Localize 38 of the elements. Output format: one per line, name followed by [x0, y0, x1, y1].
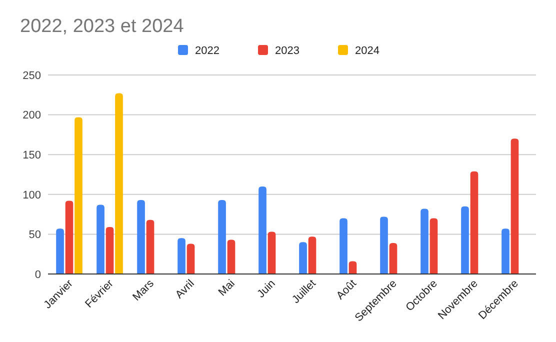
legend-label: 2023: [275, 45, 300, 57]
bar: [380, 216, 388, 274]
bar: [299, 242, 307, 274]
bar: [470, 171, 478, 274]
bar: [510, 138, 519, 274]
bar: [56, 228, 64, 274]
y-tick-label: 150: [22, 149, 41, 162]
bar: [137, 200, 145, 274]
bar: [389, 242, 398, 274]
y-tick-label: 200: [22, 110, 41, 122]
bar: [106, 227, 114, 274]
x-tick-label: Mai: [216, 278, 238, 299]
legend-label: 2024: [355, 45, 380, 57]
bar: [268, 232, 276, 274]
legend-label: 2022: [195, 45, 220, 57]
bar: [430, 218, 438, 274]
bar: [74, 117, 82, 274]
bar: [178, 238, 186, 274]
bar: [186, 244, 195, 274]
bar: [502, 228, 510, 274]
y-tick-label: 250: [22, 70, 41, 82]
bar: [308, 236, 316, 274]
bar: [258, 186, 266, 274]
y-tick-label: 50: [28, 229, 41, 242]
y-tick-label: 0: [34, 268, 41, 281]
bar: [65, 200, 74, 274]
x-tick-label: Juin: [255, 278, 278, 300]
bar: [218, 200, 226, 274]
bar: [146, 220, 154, 274]
bar: [420, 208, 428, 274]
bar: [227, 240, 236, 274]
bar: [348, 261, 357, 274]
bar: [115, 93, 123, 274]
chart-title: 2022, 2023 et 2024: [20, 16, 184, 37]
bar: [461, 206, 469, 274]
bar: [340, 218, 348, 274]
y-tick-label: 100: [22, 189, 41, 202]
bar: [96, 204, 104, 274]
